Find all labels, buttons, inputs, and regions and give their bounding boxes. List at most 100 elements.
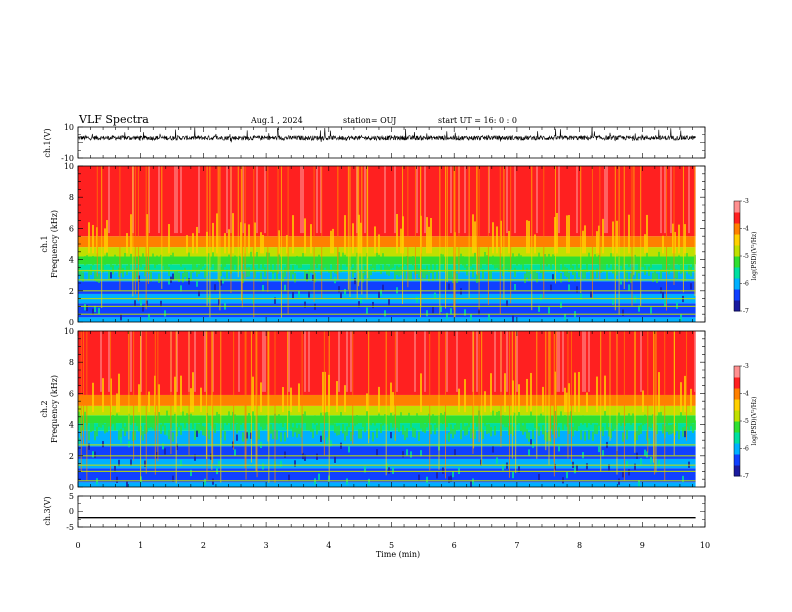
spectrum-column: [146, 214, 148, 254]
ch3-waveform-panel: 5 0 -5 ch.3(V): [43, 492, 706, 532]
spectrum-streak: [128, 331, 130, 440]
spectrum-column: [110, 272, 112, 279]
y-tick-label: 10: [64, 327, 74, 336]
spectrum-column: [402, 425, 404, 435]
spectrum-column: [230, 420, 232, 430]
spectrum-column: [452, 471, 454, 478]
spectrum-column: [304, 411, 306, 421]
spectrum-column: [138, 422, 140, 432]
spectrum-column: [660, 166, 662, 234]
spectrum-column: [290, 419, 292, 429]
spectrum-column: [602, 450, 604, 457]
spectrum-column: [430, 263, 432, 274]
spectrum-column: [690, 416, 692, 427]
spectrum-column: [260, 382, 262, 413]
spectrum-streak: [446, 166, 448, 283]
spectrum-column: [166, 260, 168, 270]
spectrum-column: [442, 414, 444, 425]
spectrum-column: [84, 304, 86, 311]
spectrum-column: [126, 233, 128, 254]
spectrum-column: [472, 478, 474, 485]
spectrum-column: [138, 275, 140, 282]
spectrum-column: [448, 432, 450, 442]
spectrum-column: [470, 257, 472, 267]
spectrum-column: [102, 415, 104, 425]
spectrum-column: [86, 304, 88, 312]
spectrum-column: [238, 331, 240, 392]
spectrum-column: [640, 458, 642, 465]
spectrum-column: [474, 221, 476, 254]
spectrum-column: [216, 213, 218, 254]
spectrum-column: [114, 254, 116, 265]
spectrum-column: [530, 439, 532, 446]
spectrum-column: [212, 222, 214, 254]
spectrum-column: [190, 413, 192, 424]
spectrum-column: [626, 460, 628, 468]
spectrum-column: [562, 331, 564, 392]
spectrum-column: [154, 258, 156, 269]
spectrum-column: [186, 235, 188, 254]
spectrum-column: [494, 331, 496, 392]
spectrum-streak: [476, 166, 478, 275]
spectrum-column: [200, 387, 202, 413]
spectrum-column: [410, 418, 412, 428]
spectrum-column: [304, 331, 306, 392]
spectrum-column: [228, 411, 230, 421]
spectrum-streak: [237, 166, 239, 278]
spectrum-column: [350, 331, 352, 392]
colorbar-segment: [734, 366, 740, 378]
spectrum-column: [254, 222, 256, 254]
spectrum-column: [420, 373, 422, 413]
spectrum-column: [136, 416, 138, 427]
spectrum-column: [484, 391, 486, 413]
spectrum-column: [420, 419, 422, 429]
spectrum-column: [554, 255, 556, 266]
spectrum-column: [88, 222, 90, 254]
spectrum-column: [502, 415, 504, 425]
spectrum-column: [652, 272, 654, 283]
spectrum-column: [110, 257, 112, 268]
ch1-spectrogram-ylabel: ch.1: [40, 235, 49, 252]
spectrum-column: [322, 371, 324, 413]
spectrum-column: [298, 258, 300, 269]
spectrum-column: [426, 310, 428, 317]
spectrum-column: [440, 305, 442, 312]
spectrum-column: [352, 267, 354, 278]
spectrum-streak: [217, 166, 219, 281]
x-tick-label: 7: [514, 541, 519, 550]
spectrum-column: [580, 293, 582, 300]
spectrum-column: [330, 415, 332, 426]
spectrum-column: [122, 268, 124, 278]
spectrum-column: [160, 300, 162, 308]
spectrum-column: [548, 253, 550, 264]
spectrum-column: [168, 430, 170, 440]
spectrum-column: [490, 427, 492, 437]
spectrum-streak: [287, 331, 289, 438]
spectrum-column: [620, 256, 622, 266]
colorbar-segment: [734, 377, 740, 389]
spectrum-column: [190, 271, 192, 281]
spectrum-streak: [453, 166, 455, 310]
spectrum-column: [408, 412, 410, 423]
spectrum-column: [402, 451, 404, 458]
spectrum-column: [130, 415, 132, 425]
spectrum-streak: [567, 331, 569, 459]
spectrum-column: [312, 428, 314, 439]
spectrum-column: [452, 428, 454, 439]
spectrum-column: [254, 268, 256, 278]
spectrum-column: [354, 263, 356, 273]
spectrum-column: [202, 257, 204, 267]
spectrum-column: [488, 166, 490, 234]
ch2-spectrogram-image: [78, 331, 696, 487]
spectrum-column: [488, 314, 490, 321]
spectrum-column: [130, 214, 132, 254]
spectrum-column: [566, 267, 568, 278]
spectrum-column: [224, 431, 226, 441]
spectrum-streak: [438, 331, 440, 470]
spectrum-column: [530, 411, 532, 421]
spectrum-column: [344, 385, 346, 413]
spectrum-column: [528, 449, 530, 456]
spectrum-streak: [175, 331, 177, 484]
spectrum-column: [454, 449, 456, 456]
spectrum-column: [662, 292, 664, 299]
